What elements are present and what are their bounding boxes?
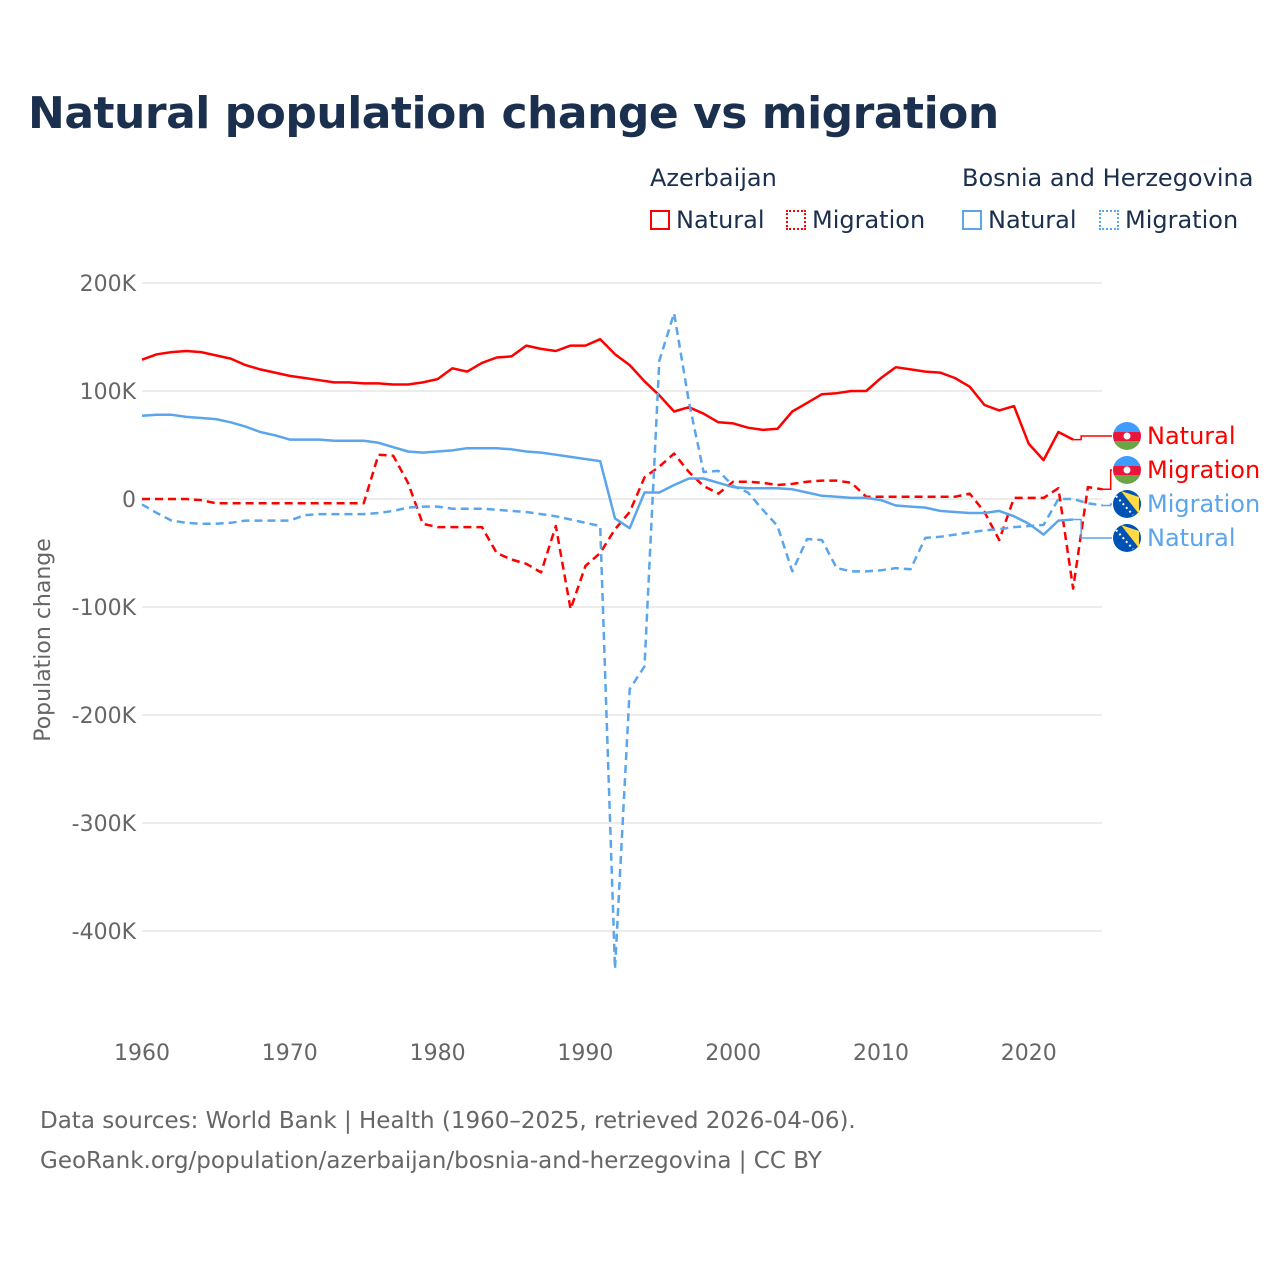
azerbaijan-flag-icon [1113,422,1141,450]
legend-az-natural[interactable]: Natural [650,206,765,234]
legend-swatch [650,210,670,230]
chart-title: Natural population change vs migration [28,88,999,139]
label-connector [1073,518,1112,539]
legend-az-migration[interactable]: Migration [786,206,925,234]
series-line-azerbaijan-natural[interactable] [141,337,1074,462]
x-tick-label: 1990 [557,1041,613,1066]
legend-label: Migration [812,206,926,234]
end-label: Natural [1147,422,1236,450]
legend-group-azerbaijan: Azerbaijan [650,164,777,192]
x-tick-label: 1960 [114,1041,170,1066]
source-line-1: Data sources: World Bank | Health (1960–… [40,1108,856,1134]
series-line-azerbaijan-migration[interactable] [142,452,1103,611]
y-tick-label: -200K [72,704,137,729]
bosnia-flag-icon [1113,524,1141,552]
end-label: Migration [1147,456,1260,484]
legend-ba-migration[interactable]: Migration [1099,206,1238,234]
series-line-bosnia-and-herzegovina-migration[interactable] [141,311,1103,971]
source-line-2[interactable]: GeoRank.org/population/azerbaijan/bosnia… [40,1148,822,1174]
end-label: Natural [1147,524,1236,552]
legend-group-bosnia: Bosnia and Herzegovina [962,164,1254,192]
y-tick-label: -100K [72,596,137,621]
legend-label: Migration [1125,206,1239,234]
legend-swatch [962,210,982,230]
legend-swatch [786,210,806,230]
y-tick-label: -400K [72,920,137,945]
end-label: Migration [1147,490,1260,518]
label-connector [1102,503,1112,507]
x-tick-label: 2020 [1001,1041,1057,1066]
y-tick-label: 200K [80,272,137,297]
legend-label: Natural [676,206,765,234]
label-connector [1102,469,1112,491]
y-tick-label: -300K [72,812,137,837]
y-axis-label: Population change [31,538,56,742]
legend-ba-natural[interactable]: Natural [962,206,1077,234]
label-connector [1073,435,1112,441]
y-tick-label: 100K [80,380,137,405]
x-tick-label: 1980 [410,1041,466,1066]
legend-swatch [1099,210,1119,230]
series-line-bosnia-and-herzegovina-natural[interactable] [141,413,1074,536]
azerbaijan-flag-icon [1113,456,1141,484]
plot-area: 200K 100K 0 -100K -200K -300K -400K 1960 1970 198… [31,272,1260,1066]
x-tick-label: 1970 [262,1041,318,1066]
legend-label: Natural [988,206,1077,234]
x-tick-label: 2010 [853,1041,909,1066]
y-tick-label: 0 [122,488,136,513]
bosnia-flag-icon [1113,490,1141,518]
x-tick-label: 2000 [705,1041,761,1066]
